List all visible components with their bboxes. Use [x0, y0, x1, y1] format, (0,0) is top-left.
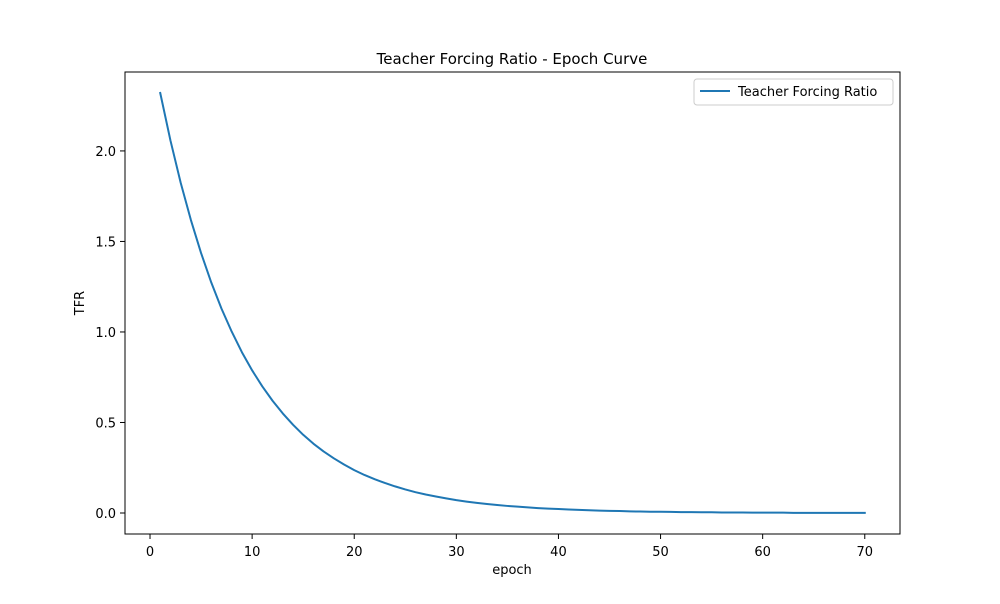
series-line-teacher-forcing-ratio: [159, 91, 866, 514]
chart-title: Teacher Forcing Ratio - Epoch Curve: [376, 50, 648, 68]
x-tick-label: 50: [652, 545, 669, 560]
legend-entry-label: Teacher Forcing Ratio: [737, 85, 877, 100]
x-tick-label: 60: [754, 545, 771, 560]
x-tick-label: 10: [244, 545, 261, 560]
y-tick-label: 0.5: [95, 416, 116, 431]
x-tick-label: 0: [146, 545, 154, 560]
y-tick-label: 1.0: [95, 326, 116, 341]
plot-area: [125, 72, 900, 534]
plot-frame: [124, 71, 901, 535]
x-tick-label: 40: [550, 545, 567, 560]
x-tick-label: 20: [346, 545, 363, 560]
y-tick-label: 1.5: [95, 235, 116, 250]
x-axis-label: epoch: [492, 563, 532, 578]
y-tick-label: 0.0: [95, 507, 116, 522]
y-axis-ticks: 0.0 0.5 1.0 1.5 2.0: [95, 145, 125, 522]
x-tick-label: 70: [856, 545, 873, 560]
y-tick-label: 2.0: [95, 145, 116, 160]
legend: Teacher Forcing Ratio: [693, 78, 894, 106]
x-axis-ticks: 0 10 20 30 40 50 60 70: [146, 534, 873, 560]
legend-box: [693, 78, 894, 106]
plot-background: [125, 72, 900, 534]
x-tick-label: 30: [448, 545, 465, 560]
series-layer: [159, 91, 866, 514]
y-axis-label: TFR: [73, 291, 88, 316]
